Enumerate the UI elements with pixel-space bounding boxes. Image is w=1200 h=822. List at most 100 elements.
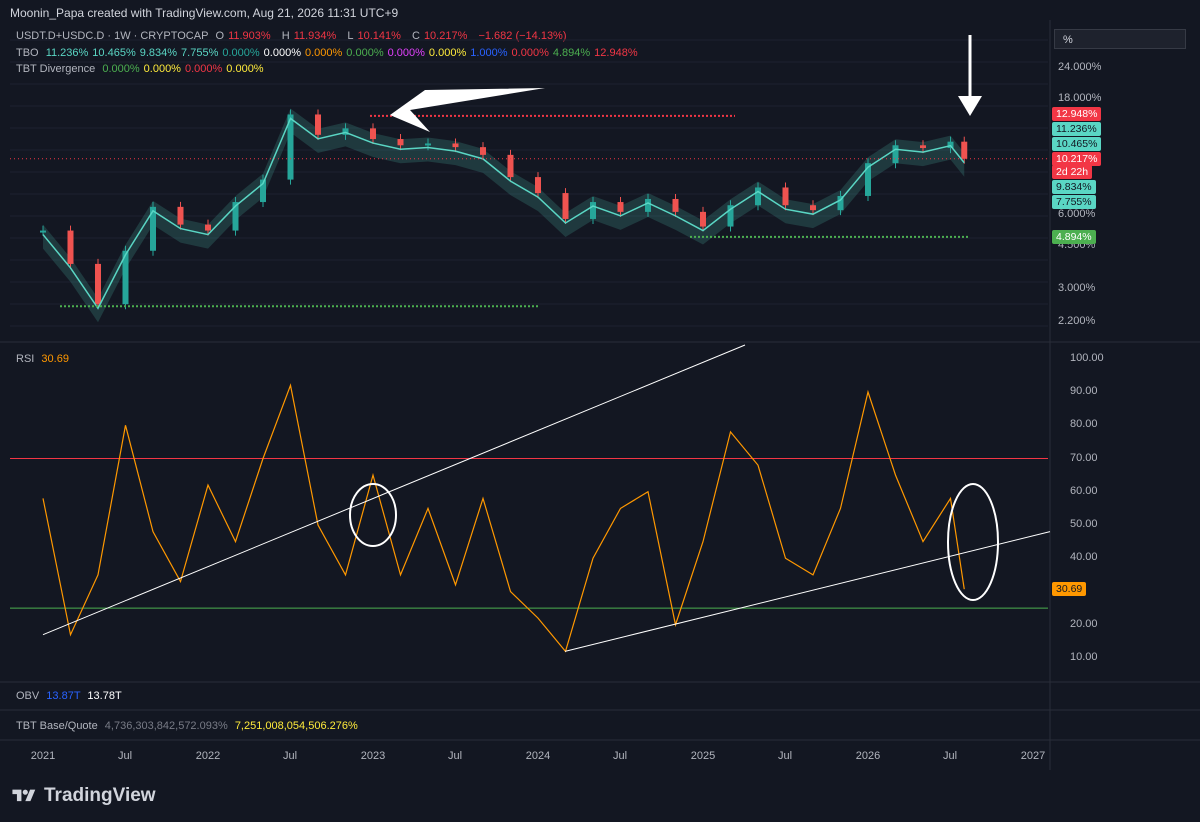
price-badge: 9.834%: [1052, 180, 1096, 194]
time-tick: 2021: [30, 750, 56, 762]
candle: [370, 128, 376, 140]
candle: [95, 263, 101, 305]
trendline: [42, 344, 746, 636]
tbo-value-7: 0.000%: [346, 47, 384, 59]
candle: [40, 230, 46, 233]
candle: [782, 187, 789, 206]
tbo-value-0: 11.236%: [45, 47, 89, 59]
tbo-value-10: 1.000%: [470, 47, 508, 59]
obv-legend[interactable]: OBV 13.87T 13.78T: [16, 690, 122, 702]
time-tick: Jul: [777, 750, 793, 762]
price-badge: 2d 22h: [1052, 165, 1093, 179]
time-tick: Jul: [942, 750, 958, 762]
scale-mode-box[interactable]: %: [1054, 29, 1186, 49]
price-tick: 6.000%: [1058, 208, 1096, 221]
rsi-tick: 40.00: [1070, 551, 1098, 564]
tbt-bq-label: TBT Base/Quote: [16, 720, 98, 732]
rsi-tick: 60.00: [1070, 484, 1098, 497]
candle: [177, 206, 184, 225]
candle: [315, 114, 321, 135]
time-tick: 2027: [1020, 750, 1046, 762]
tbo-label: TBO: [16, 47, 39, 59]
tbt-value-3: 0.000%: [226, 63, 264, 75]
rsi-line: [42, 383, 965, 653]
arrow-annotation: [958, 96, 982, 116]
candle: [507, 154, 514, 178]
tbo-value-13: 12.948%: [594, 47, 638, 59]
candle: [232, 202, 239, 231]
rsi-label: RSI: [16, 353, 35, 365]
symbol-name[interactable]: USDT.D+USDC.D · 1W · CRYPTOCAP: [16, 30, 209, 42]
symbol-legend[interactable]: USDT.D+USDC.D · 1W · CRYPTOCAP O 11.903% …: [16, 30, 567, 42]
tbo-value-6: 0.000%: [304, 47, 343, 59]
rsi-legend[interactable]: RSI 30.69: [16, 353, 69, 365]
candle: [865, 163, 871, 196]
candle: [122, 250, 129, 305]
candle: [837, 195, 844, 211]
candle: [535, 177, 541, 194]
close-value: 10.217%: [423, 30, 468, 42]
candle: [397, 139, 404, 146]
price-badge: 4.894%: [1052, 230, 1096, 244]
price-tick: 24.000%: [1058, 61, 1102, 73]
candle: [480, 147, 486, 155]
candle: [700, 211, 706, 227]
arrow-annotation: [390, 88, 545, 132]
obv-label: OBV: [16, 690, 40, 702]
candle: [150, 206, 156, 251]
candle: [425, 143, 431, 146]
tbo-legend[interactable]: TBO 11.236% 10.465% 9.834% 7.755% 0.000% 0.00…: [16, 47, 642, 59]
price-badge: 7.755%: [1052, 195, 1096, 209]
candle: [617, 202, 624, 212]
tbo-line: [42, 117, 965, 310]
time-tick: Jul: [117, 750, 133, 762]
tbt-value-1: 0.000%: [143, 63, 181, 75]
time-tick: 2023: [360, 750, 386, 762]
rsi-tick: 70.00: [1070, 451, 1098, 464]
tbo-value-11: 0.000%: [511, 47, 549, 59]
tbt-divergence-legend[interactable]: TBT Divergence 0.000% 0.000% 0.000% 0.000%: [16, 63, 268, 75]
tradingview-logo-icon: [12, 789, 36, 802]
candle: [645, 198, 651, 212]
time-tick: Jul: [282, 750, 298, 762]
candle: [727, 205, 734, 227]
open-value: 11.903%: [228, 30, 271, 42]
candle: [342, 128, 349, 135]
candle: [892, 145, 899, 164]
tbo-value-9: 0.000%: [428, 47, 467, 59]
tbo-value-12: 4.894%: [552, 47, 591, 59]
time-tick: 2022: [195, 750, 221, 762]
candle: [920, 145, 926, 149]
low-value: 10.141%: [357, 30, 401, 42]
tbt-value-0: 0.000%: [102, 63, 140, 75]
trendline: [564, 531, 1051, 652]
time-tick: 2026: [855, 750, 881, 762]
obv-value-2: 13.78T: [87, 690, 122, 702]
tbo-value-8: 0.000%: [387, 47, 425, 59]
candle: [452, 143, 459, 148]
candle: [672, 198, 679, 212]
time-tick: Jul: [447, 750, 463, 762]
rsi-tick: 50.00: [1070, 518, 1098, 530]
rsi-value: 30.69: [41, 353, 69, 365]
rsi-tick: 10.00: [1070, 651, 1098, 663]
tbt-bq-value-1: 4,736,303,842,572.093%: [104, 720, 228, 732]
high-value: 11.934%: [293, 30, 337, 42]
brand-name: TradingView: [44, 785, 156, 806]
tbt-base-quote-legend[interactable]: TBT Base/Quote 4,736,303,842,572.093% 7,…: [16, 720, 358, 732]
rsi-tick: 90.00: [1070, 385, 1098, 397]
tbo-value-1: 10.465%: [92, 47, 136, 59]
tbt-bq-value-2: 7,251,008,054,506.276%: [234, 720, 358, 732]
tradingview-brand[interactable]: TradingView: [10, 785, 156, 807]
candle: [810, 205, 816, 211]
candle: [590, 202, 596, 219]
tbo-value-2: 9.834%: [139, 47, 178, 59]
price-tick: 2.200%: [1058, 315, 1096, 327]
tbt-label: TBT Divergence: [16, 63, 96, 75]
price-tick: 18.000%: [1058, 91, 1102, 104]
candle: [562, 193, 569, 219]
time-tick: 2024: [525, 750, 551, 762]
change-value: −1.682 (−14.13%): [478, 30, 567, 42]
